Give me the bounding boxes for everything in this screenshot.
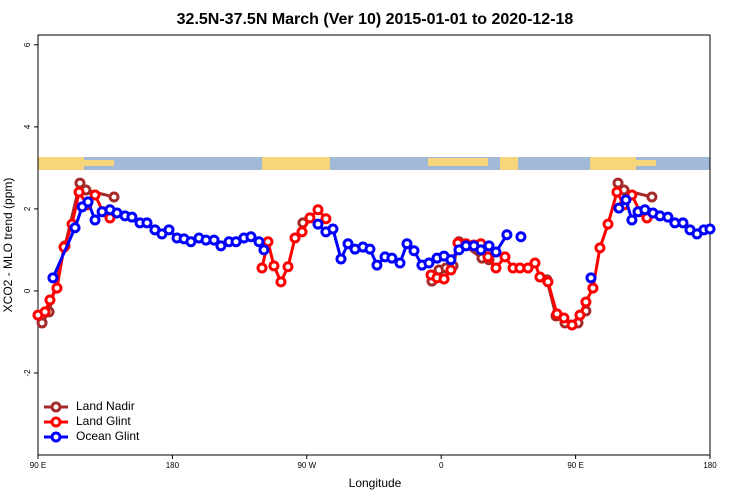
y-tick-label: 0 bbox=[23, 288, 32, 293]
x-tick-label: 90 E bbox=[30, 461, 46, 470]
map-strip bbox=[38, 157, 710, 170]
data-point bbox=[364, 243, 376, 255]
y-tick-label: 2 bbox=[23, 206, 32, 211]
x-tick-label: 180 bbox=[703, 461, 717, 470]
data-point bbox=[208, 234, 220, 246]
data-point bbox=[73, 186, 85, 198]
data-point bbox=[677, 217, 689, 229]
data-point bbox=[215, 240, 227, 252]
data-point bbox=[566, 319, 578, 331]
data-point bbox=[304, 212, 316, 224]
data-point bbox=[39, 306, 51, 318]
data-point bbox=[47, 272, 59, 284]
data-point bbox=[445, 254, 457, 266]
data-point bbox=[89, 189, 101, 201]
data-point bbox=[275, 276, 287, 288]
data-point bbox=[256, 262, 268, 274]
legend-marker bbox=[50, 431, 62, 443]
x-tick-label: 180 bbox=[166, 461, 180, 470]
y-axis-label: XCO2 - MLO trend (ppm) bbox=[1, 178, 15, 313]
data-point bbox=[482, 251, 494, 263]
data-point bbox=[253, 236, 265, 248]
data-point bbox=[82, 196, 94, 208]
data-point bbox=[602, 218, 614, 230]
data-point bbox=[501, 229, 513, 241]
x-tick-label: 0 bbox=[439, 461, 444, 470]
data-point bbox=[394, 257, 406, 269]
legend-label: Land Nadir bbox=[76, 399, 135, 413]
data-point bbox=[312, 204, 324, 216]
data-point bbox=[475, 244, 487, 256]
data-point bbox=[438, 273, 450, 285]
data-point bbox=[268, 260, 280, 272]
data-point bbox=[141, 217, 153, 229]
y-tick-label: 4 bbox=[23, 124, 32, 129]
plot-frame bbox=[37, 34, 711, 456]
data-point bbox=[296, 226, 308, 238]
data-point bbox=[371, 259, 383, 271]
data-point bbox=[490, 262, 502, 274]
data-point bbox=[245, 231, 257, 243]
data-point bbox=[620, 194, 632, 206]
data-point bbox=[558, 312, 570, 324]
data-point bbox=[320, 213, 332, 225]
data-point bbox=[594, 242, 606, 254]
data-point bbox=[44, 294, 56, 306]
data-point bbox=[327, 223, 339, 235]
data-point bbox=[534, 271, 546, 283]
data-point bbox=[490, 246, 502, 258]
data-point bbox=[258, 244, 270, 256]
chart-title: 32.5N-37.5N March (Ver 10) 2015-01-01 to… bbox=[177, 11, 574, 28]
data-point bbox=[401, 238, 413, 250]
legend-marker bbox=[50, 401, 62, 413]
x-axis-label: Longitude bbox=[349, 476, 402, 490]
data-point bbox=[662, 211, 674, 223]
data-point bbox=[704, 223, 716, 235]
data-point bbox=[282, 261, 294, 273]
data-point bbox=[585, 272, 597, 284]
data-point bbox=[69, 222, 81, 234]
data-point bbox=[342, 238, 354, 250]
data-point bbox=[587, 282, 599, 294]
data-point bbox=[483, 240, 495, 252]
data-point bbox=[423, 257, 435, 269]
data-point bbox=[499, 251, 511, 263]
x-tick-label: 90 W bbox=[297, 461, 316, 470]
data-point bbox=[312, 218, 324, 230]
data-point bbox=[445, 264, 457, 276]
data-point bbox=[408, 245, 420, 257]
data-point bbox=[574, 309, 586, 321]
data-point bbox=[613, 202, 625, 214]
data-point bbox=[163, 224, 175, 236]
data-point bbox=[126, 211, 138, 223]
data-point bbox=[36, 317, 48, 329]
data-point bbox=[335, 253, 347, 265]
data-point bbox=[108, 191, 120, 203]
data-point bbox=[626, 214, 638, 226]
data-point bbox=[611, 186, 623, 198]
data-point bbox=[515, 231, 527, 243]
data-point bbox=[262, 236, 274, 248]
data-point bbox=[289, 232, 301, 244]
data-point bbox=[542, 276, 554, 288]
legend-marker bbox=[50, 416, 62, 428]
legend-label: Ocean Glint bbox=[76, 429, 140, 443]
data-point bbox=[522, 262, 534, 274]
legend-label: Land Glint bbox=[76, 414, 131, 428]
data-point bbox=[529, 257, 541, 269]
data-point bbox=[51, 282, 63, 294]
x-tick-label: 90 E bbox=[567, 461, 583, 470]
data-point bbox=[580, 296, 592, 308]
data-point bbox=[89, 214, 101, 226]
y-tick-label: 6 bbox=[23, 42, 32, 47]
data-point bbox=[386, 252, 398, 264]
y-tick-label: -2 bbox=[23, 369, 32, 377]
data-point bbox=[646, 191, 658, 203]
